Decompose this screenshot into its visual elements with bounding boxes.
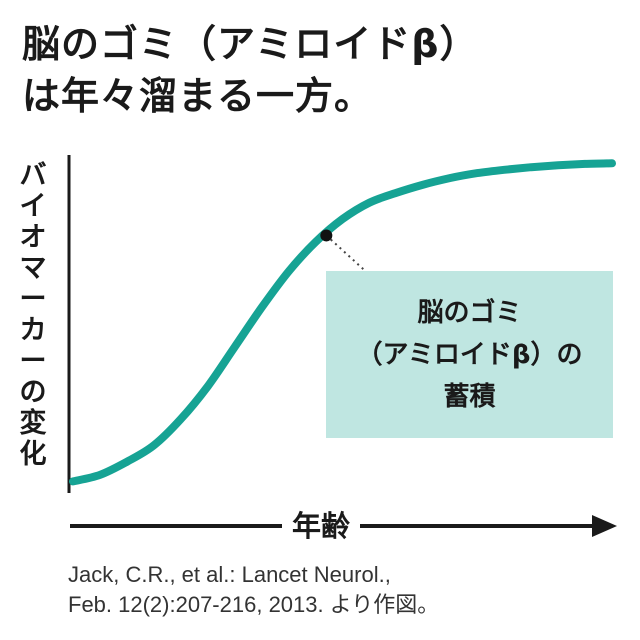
y-axis-label: バ イ オ マ ー カ ー の 変 化: [16, 160, 50, 470]
callout-box: 脳のゴミ （アミロイドβ）の 蓄積: [326, 271, 613, 438]
callout-line-2: （アミロイドβ）の: [356, 339, 583, 370]
callout-line-1: 脳のゴミ: [417, 297, 522, 328]
y-axis-label-char: ー: [19, 284, 47, 315]
y-axis-label-char: の: [19, 377, 47, 408]
title-line-1: 脳のゴミ（アミロイドβ）: [22, 22, 479, 66]
y-axis-label-char: バ: [19, 160, 47, 191]
y-axis-label-char: イ: [19, 191, 47, 222]
y-axis-label-char: 化: [19, 439, 47, 470]
y-axis-label-char: カ: [19, 315, 47, 346]
title-line-2: は年々溜まる一方。: [22, 74, 374, 118]
chart-title: 脳のゴミ（アミロイドβ） は年々溜まる一方。: [22, 18, 478, 122]
x-axis-arrowhead: [592, 515, 617, 537]
source-line-2: Feb. 12(2):207-216, 2013. より作図。: [68, 592, 440, 617]
y-axis-label-char: 変: [19, 408, 47, 439]
y-axis-label-char: ー: [19, 346, 47, 377]
x-axis-label: 年齢: [282, 506, 361, 546]
y-axis-label-char: マ: [19, 253, 47, 284]
source-citation: Jack, C.R., et al.: Lancet Neurol., Feb.…: [68, 560, 439, 620]
source-line-1: Jack, C.R., et al.: Lancet Neurol.,: [68, 562, 391, 587]
highlight-point: [320, 229, 333, 242]
callout-line-3: 蓄積: [443, 381, 496, 412]
y-axis-label-char: オ: [19, 222, 47, 253]
biomarker-curve: [69, 159, 616, 486]
